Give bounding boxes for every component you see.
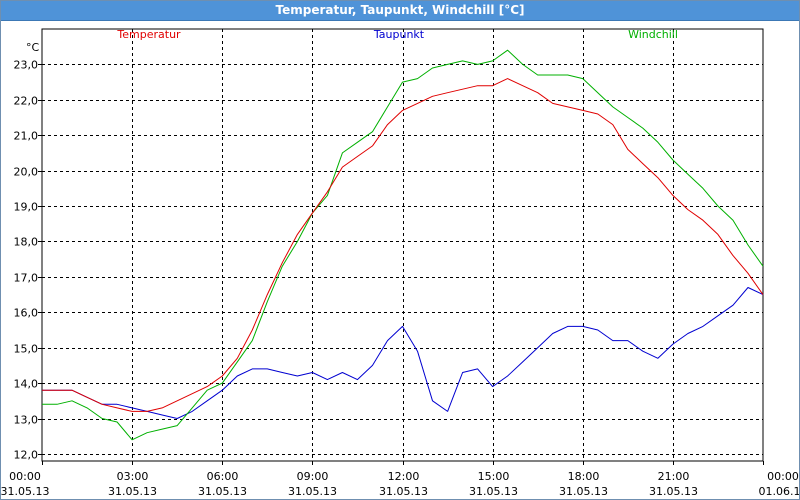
series-lines xyxy=(42,49,764,441)
x-tick-time-label: 09:00 xyxy=(297,470,329,483)
y-tick-label: 15,0 xyxy=(14,343,39,356)
y-axis-ticks: 12,0 13,0 14,0 15,0 16,0 17,0 18,0 19,0 20,0 21,0… xyxy=(14,59,42,462)
x-tick-date-label: 31.05.13 xyxy=(559,485,608,498)
x-tick-date-label: 31.05.13 xyxy=(469,485,518,498)
x-tick-time-label: 15:00 xyxy=(478,470,510,483)
x-tick-date-label: 31.05.13 xyxy=(198,485,247,498)
y-tick-label: 18,0 xyxy=(14,236,39,249)
y-tick-label: 17,0 xyxy=(14,272,39,285)
x-tick-date-label: 31.05.13 xyxy=(108,485,157,498)
y-axis-unit-label: °C xyxy=(26,41,40,54)
plot-area-border xyxy=(41,28,764,462)
series-line-windchill xyxy=(42,49,764,441)
x-tick-time-label: 00:00 xyxy=(767,470,799,483)
x-tick-date-label: 31.05.13 xyxy=(1,485,49,498)
y-tick-label: 22,0 xyxy=(14,95,39,108)
x-tick-time-label: 06:00 xyxy=(207,470,239,483)
y-tick-label: 12,0 xyxy=(14,449,39,462)
grid xyxy=(42,29,763,461)
title-bar: Temperatur, Taupunkt, Windchill [°C] xyxy=(1,1,799,21)
y-tick-label: 19,0 xyxy=(14,201,39,214)
y-tick-label: 21,0 xyxy=(14,130,39,143)
x-tick-date-label: 31.05.13 xyxy=(649,485,698,498)
x-tick-time-label: 00:00 xyxy=(9,470,41,483)
series-line-temperatur xyxy=(42,78,764,412)
y-tick-label: 23,0 xyxy=(14,59,39,72)
legend: Temperatur Taupunkt Windchill xyxy=(116,28,678,41)
x-tick-date-label: 01.06.13 xyxy=(759,485,799,498)
x-axis-ticks: 00:00 31.05.13 03:00 31.05.13 06:00 31.05.13 0… xyxy=(1,461,799,498)
x-tick-date-label: 31.05.13 xyxy=(288,485,337,498)
x-tick-time-label: 03:00 xyxy=(117,470,149,483)
x-tick-time-label: 18:00 xyxy=(568,470,600,483)
y-tick-label: 20,0 xyxy=(14,166,39,179)
x-tick-time-label: 21:00 xyxy=(658,470,690,483)
y-tick-label: 14,0 xyxy=(14,378,39,391)
x-tick-time-label: 12:00 xyxy=(388,470,420,483)
series-line-taupunkt xyxy=(42,287,764,419)
y-tick-label: 13,0 xyxy=(14,414,39,427)
legend-entry-temperatur: Temperatur xyxy=(116,28,181,41)
legend-entry-windchill: Windchill xyxy=(628,28,678,41)
x-tick-date-label: 31.05.13 xyxy=(379,485,428,498)
chart-title: Temperatur, Taupunkt, Windchill [°C] xyxy=(275,3,525,17)
y-tick-label: 16,0 xyxy=(14,307,39,320)
legend-entry-taupunkt: Taupunkt xyxy=(373,28,425,41)
